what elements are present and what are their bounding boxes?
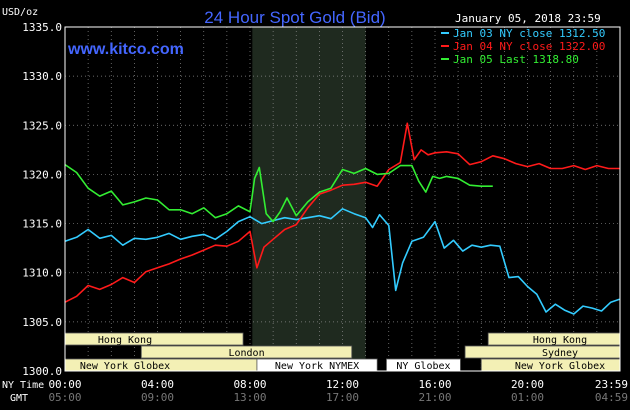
session-label: Hong Kong: [98, 335, 152, 346]
series-line-3: [64, 163, 493, 223]
ny-time-row-label: NY Time: [2, 380, 44, 391]
session-label: New York Globex: [515, 361, 605, 372]
x-tick-label-ny: 12:00: [326, 378, 359, 391]
gmt-row-label: GMT: [10, 393, 28, 404]
session-bar: London: [140, 345, 353, 359]
x-tick-label-gmt: 01:00: [511, 391, 544, 404]
legend-entry: Jan 04 NY close 1322.00: [453, 40, 605, 53]
y-tick-label: 1330.0: [22, 70, 62, 83]
x-tick-label-ny: 20:00: [511, 378, 544, 391]
session-label: NY Globex: [396, 361, 450, 372]
y-tick-label: 1310.0: [22, 267, 62, 280]
session-bar: Sydney: [464, 345, 621, 359]
x-tick-label-ny: 08:00: [233, 378, 266, 391]
session-bar: Hong Kong: [487, 332, 621, 346]
shaded-session-band: [252, 27, 366, 371]
y-tick-label: 1325.0: [22, 119, 62, 132]
watermark-text: www.kitco.com: [67, 41, 184, 58]
session-bar: New York Globex: [480, 358, 621, 372]
y-axis-label: USD/oz: [2, 7, 38, 18]
x-tick-label-ny: 00:00: [48, 378, 81, 391]
legend-entry: Jan 05 Last 1318.80: [453, 53, 579, 66]
session-bar: New York NYMEX: [256, 358, 378, 372]
series-line-2: [64, 122, 620, 303]
x-tick-label-gmt: 09:00: [141, 391, 174, 404]
y-tick-label: 1315.0: [22, 218, 62, 231]
session-bar: Hong Kong: [64, 332, 244, 346]
session-label: Sydney: [542, 348, 578, 359]
x-tick-label-ny: 16:00: [418, 378, 451, 391]
y-tick-label: 1335.0: [22, 21, 62, 34]
x-tick-label-gmt: 05:00: [48, 391, 81, 404]
session-bar: New York Globex: [64, 358, 258, 372]
x-tick-label-gmt: 13:00: [233, 391, 266, 404]
series-line-1: [64, 208, 620, 315]
session-label: London: [228, 348, 264, 359]
x-tick-label-gmt: 21:00: [418, 391, 451, 404]
legend-entry: Jan 03 NY close 1312.50: [453, 27, 605, 40]
y-tick-label: 1305.0: [22, 316, 62, 329]
x-tick-label-ny: 04:00: [141, 378, 174, 391]
x-tick-label-gmt: 17:00: [326, 391, 359, 404]
y-tick-label: 1320.0: [22, 168, 62, 181]
session-bar-fill: [140, 345, 353, 359]
x-tick-label-gmt: 04:59: [595, 391, 628, 404]
y-tick-label: 1300.0: [22, 365, 62, 378]
chart-title: 24 Hour Spot Gold (Bid): [204, 8, 385, 27]
x-tick-label-ny: 23:59: [595, 378, 628, 391]
session-bar: NY Globex: [386, 358, 461, 372]
session-bar-fill: [64, 332, 244, 346]
session-label: New York Globex: [80, 361, 170, 372]
plot-frame: [64, 26, 621, 372]
session-label: New York NYMEX: [275, 361, 359, 372]
session-label: Hong Kong: [533, 335, 587, 346]
date-stamp: January 05, 2018 23:59: [455, 12, 601, 25]
